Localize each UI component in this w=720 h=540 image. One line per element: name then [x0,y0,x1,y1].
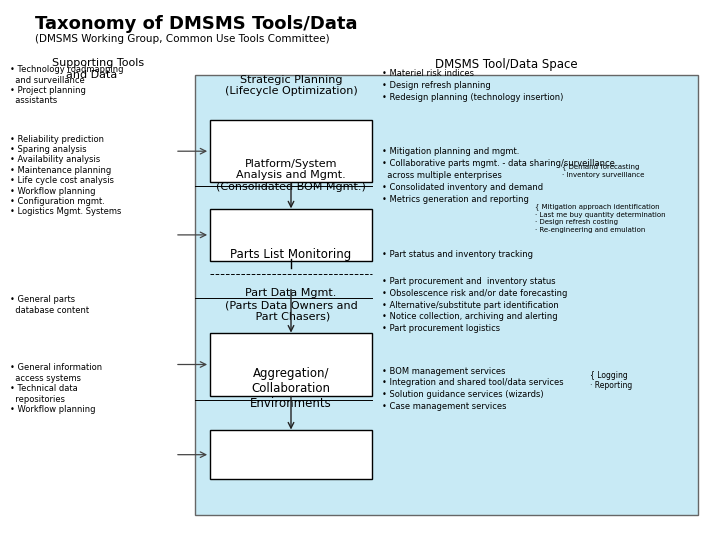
Text: • General parts
  database content: • General parts database content [10,295,89,315]
Text: • Technology roadmapping
  and surveillance
• Project planning
  assistants: • Technology roadmapping and surveillanc… [10,65,124,105]
Text: { Mitigation approach identification
· Last me buy quantity determination
· Desi: { Mitigation approach identification · L… [535,204,665,233]
Text: (DMSMS Working Group, Common Use Tools Committee): (DMSMS Working Group, Common Use Tools C… [35,34,330,44]
Text: { Logging
· Reporting: { Logging · Reporting [590,371,632,390]
Text: DMSMS Tool/Data Space: DMSMS Tool/Data Space [435,58,577,71]
Text: Parts List Monitoring: Parts List Monitoring [230,248,351,261]
Text: Supporting Tools
    and Data: Supporting Tools and Data [52,58,144,79]
Bar [210,430,372,479]
Bar [210,120,372,183]
Text: Part Data Mgmt.
(Parts Data Owners and
 Part Chasers): Part Data Mgmt. (Parts Data Owners and P… [225,288,357,322]
Text: Platform/System
Analysis and Mgmt.
(Consolidated BOM Mgmt.): Platform/System Analysis and Mgmt. (Cons… [216,159,366,192]
Text: Aggregation/
Collaboration
Environments: Aggregation/ Collaboration Environments [250,367,332,410]
Text: Taxonomy of DMSMS Tools/Data: Taxonomy of DMSMS Tools/Data [35,15,358,33]
Bar [195,75,698,515]
Text: • Reliability prediction
• Sparing analysis
• Availability analysis
• Maintenanc: • Reliability prediction • Sparing analy… [10,134,122,217]
Text: • BOM management services
• Integration and shared tool/data services
• Solution: • BOM management services • Integration … [382,367,564,411]
Bar [210,209,372,261]
Bar [210,333,372,395]
Text: Strategic Planning
(Lifecycle Optimization): Strategic Planning (Lifecycle Optimizati… [225,75,357,96]
Text: • Part procurement and  inventory status
• Obsolescence risk and/or date forecas: • Part procurement and inventory status … [382,277,567,333]
Text: • General information
  access systems
• Technical data
  repositories
• Workflo: • General information access systems • T… [10,363,102,414]
Text: • Materiel risk indices
• Design refresh planning
• Redesign planning (technolog: • Materiel risk indices • Design refresh… [382,69,563,102]
Text: • Mitigation planning and mgmt.
• Collaborative parts mgmt. - data sharing/surve: • Mitigation planning and mgmt. • Collab… [382,147,615,204]
Text: • Part status and inventory tracking: • Part status and inventory tracking [382,251,533,259]
Text: { Demand forecasting
· Inventory surveillance: { Demand forecasting · Inventory surveil… [562,164,644,178]
